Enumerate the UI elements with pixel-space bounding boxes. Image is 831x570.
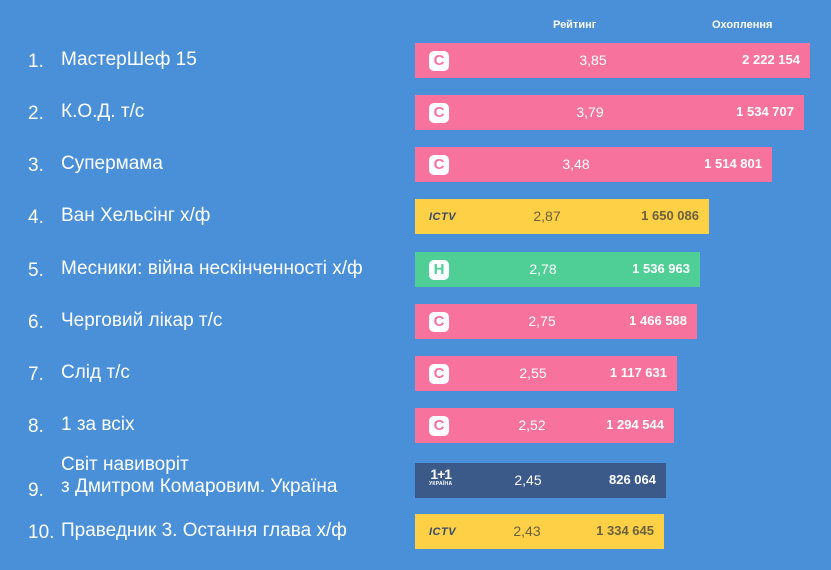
- rating-value: 3,85: [579, 52, 607, 68]
- rating-value: 2,52: [518, 417, 546, 433]
- table-row: 2. К.О.Д. т/с С 3,79 1 534 707: [0, 95, 831, 131]
- rating-value: 2,43: [513, 523, 541, 539]
- row-title: Світ навиворіт з Дмитром Комаровим. Украї…: [61, 454, 337, 498]
- row-title: К.О.Д. т/с: [61, 101, 144, 123]
- row-title: МастерШеф 15: [61, 49, 197, 71]
- reach-value: 1 514 801: [704, 156, 762, 171]
- stb-logo-icon: С: [429, 416, 449, 436]
- reach-value: 1 466 588: [629, 313, 687, 328]
- row-title: Черговий лікар т/с: [61, 310, 222, 332]
- row-title-line: Світ навиворіт: [61, 454, 189, 475]
- bar-stb: С 3,79 1 534 707: [415, 95, 804, 130]
- row-rank: 2.: [28, 103, 44, 124]
- bar-stb: С 2,52 1 294 544: [415, 408, 674, 443]
- ictv-logo-text: ICTV: [429, 210, 457, 223]
- table-row: 7. Слід т/с С 2,55 1 117 631: [0, 356, 831, 392]
- row-title-line: Месники: війна нескінченності х/ф: [61, 258, 363, 279]
- table-row: 4. Ван Хельсінг х/ф ICTV 2,87 1 650 086: [0, 199, 831, 235]
- reach-value: 1 334 645: [596, 523, 654, 538]
- column-header-reach: Охоплення: [712, 19, 773, 31]
- table-row: 8. 1 за всіх С 2,52 1 294 544: [0, 408, 831, 444]
- one-plus-one-logo-subtext: УКРАЇНА: [429, 481, 453, 487]
- ictv-logo-icon: ICTV: [429, 522, 456, 541]
- reach-value: 1 536 963: [632, 261, 690, 276]
- ictv-logo-icon: ICTV: [429, 207, 456, 226]
- reach-value: 1 650 086: [641, 208, 699, 223]
- table-row: 5. Месники: війна нескінченності х/ф Н 2,78…: [0, 252, 831, 288]
- table-row: 9. Світ навиворіт з Дмитром Комаровим. Укр…: [0, 454, 831, 501]
- row-title-line: К.О.Д. т/с: [61, 101, 145, 122]
- reach-value: 2 222 154: [742, 52, 800, 67]
- row-title-line: 1 за всіх: [61, 414, 135, 435]
- row-rank: 10.: [28, 522, 55, 543]
- stb-logo-icon: С: [429, 312, 449, 332]
- reach-value: 1 534 707: [736, 104, 794, 119]
- reach-value: 1 117 631: [609, 365, 667, 380]
- stb-logo-icon: С: [429, 103, 449, 123]
- row-title: Слід т/с: [61, 362, 130, 384]
- row-title: Ван Хельсінг х/ф: [61, 205, 210, 227]
- one-plus-one-logo-text: 1+1: [430, 466, 452, 482]
- stb-logo-icon: С: [429, 155, 449, 175]
- row-rank: 4.: [28, 207, 44, 228]
- rating-value: 3,79: [576, 104, 604, 120]
- novy-logo-icon: Н: [429, 260, 449, 280]
- column-header-rating: Рейтинг: [553, 19, 597, 31]
- bar-stb: С 3,85 2 222 154: [415, 43, 810, 78]
- row-title-line: з Дмитром Комаровим. Україна: [61, 476, 338, 497]
- reach-value: 1 294 544: [606, 417, 664, 432]
- row-title-line: Слід т/с: [61, 362, 130, 383]
- row-rank: 6.: [28, 312, 44, 333]
- row-rank: 5.: [28, 260, 44, 281]
- rating-value: 2,45: [514, 472, 542, 488]
- row-title-line: МастерШеф 15: [61, 49, 197, 70]
- row-rank: 3.: [28, 155, 44, 176]
- ictv-logo-text: ICTV: [429, 525, 457, 538]
- bar-stb: С 2,55 1 117 631: [415, 356, 677, 391]
- bar-novy: Н 2,78 1 536 963: [415, 252, 700, 287]
- row-title-line: Праведник 3. Остання глава х/ф: [61, 520, 347, 541]
- row-title-line: Черговий лікар т/с: [61, 310, 223, 331]
- row-title-line: Ван Хельсінг х/ф: [61, 205, 211, 226]
- table-row: 1. МастерШеф 15 С 3,85 2 222 154: [0, 43, 831, 79]
- rating-value: 3,48: [562, 156, 590, 172]
- row-title: Супермама: [61, 153, 163, 175]
- table-row: 6. Черговий лікар т/с С 2,75 1 466 588: [0, 304, 831, 340]
- bar-stb: С 3,48 1 514 801: [415, 147, 772, 182]
- row-rank: 7.: [28, 364, 44, 385]
- rating-value: 2,78: [529, 261, 557, 277]
- stb-logo-icon: С: [429, 51, 449, 71]
- one-plus-one-logo-icon: 1+1 УКРАЇНА: [429, 466, 453, 487]
- row-title: Праведник 3. Остання глава х/ф: [61, 520, 347, 542]
- table-row: 10. Праведник 3. Остання глава х/ф ICTV 2,4…: [0, 514, 831, 550]
- table-row: 3. Супермама С 3,48 1 514 801: [0, 147, 831, 183]
- row-rank: 1.: [28, 51, 44, 72]
- row-title: Месники: війна нескінченності х/ф: [61, 258, 363, 280]
- bar-1plus1: 1+1 УКРАЇНА 2,45 826 064: [415, 463, 666, 498]
- stb-logo-icon: С: [429, 364, 449, 384]
- bar-stb: С 2,75 1 466 588: [415, 304, 697, 339]
- bar-ictv: ICTV 2,43 1 334 645: [415, 514, 664, 549]
- bar-ictv: ICTV 2,87 1 650 086: [415, 199, 709, 234]
- rating-value: 2,87: [533, 208, 561, 224]
- row-title-line: Супермама: [61, 153, 163, 174]
- row-rank: 8.: [28, 416, 44, 437]
- rating-value: 2,75: [528, 313, 556, 329]
- row-title: 1 за всіх: [61, 414, 135, 436]
- rating-value: 2,55: [519, 365, 547, 381]
- reach-value: 826 064: [609, 472, 656, 487]
- row-rank: 9.: [28, 480, 44, 501]
